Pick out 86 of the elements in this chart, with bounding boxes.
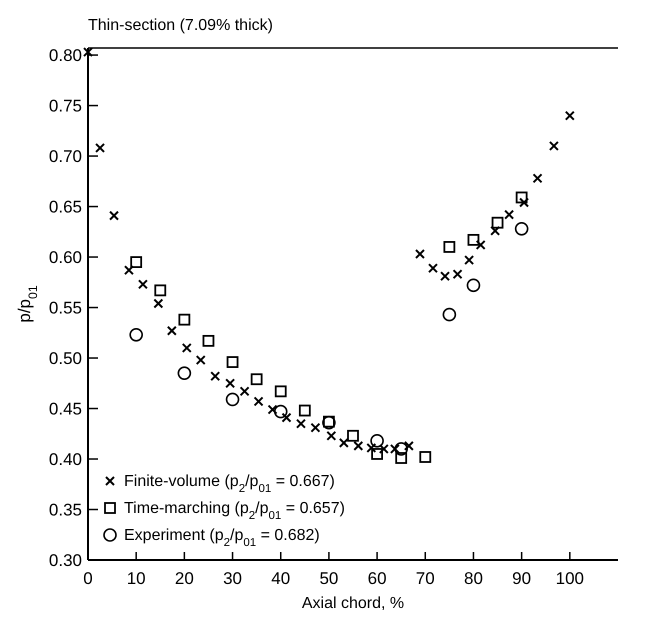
y-tick-label: 0.70 — [48, 147, 82, 166]
point — [442, 308, 456, 322]
point — [310, 422, 320, 433]
y-tick-label: 0.55 — [48, 298, 82, 318]
point — [452, 269, 463, 280]
point — [419, 451, 432, 463]
y-tick-label: 0.80 — [48, 46, 82, 66]
point — [326, 430, 336, 441]
x-tick-label: 0 — [83, 569, 93, 588]
x-tick-label: 100 — [556, 569, 584, 588]
point — [490, 226, 500, 236]
x-tick-label: 60 — [368, 569, 387, 588]
point — [338, 438, 349, 448]
point — [466, 278, 480, 292]
y-tick-label: 0.40 — [48, 450, 82, 470]
point — [109, 210, 120, 221]
point — [414, 249, 425, 260]
point — [274, 385, 287, 398]
point — [282, 412, 292, 423]
point — [353, 440, 364, 451]
point — [440, 271, 450, 282]
x-tick-label: 50 — [319, 569, 338, 588]
point — [130, 256, 142, 268]
x-tick-label: 70 — [416, 569, 435, 588]
point — [370, 434, 384, 448]
x-axis-title: Axial chord, % — [302, 595, 404, 612]
x-tick-label: 40 — [271, 569, 290, 588]
point — [268, 404, 278, 415]
legend-label: Finite-volume (p$_{2}$/p$_{01}$ = 0.667) — [124, 473, 335, 495]
point — [464, 255, 474, 266]
point — [166, 326, 177, 336]
point — [153, 298, 164, 308]
point — [196, 355, 206, 366]
x-tick-label: 90 — [512, 569, 532, 588]
point — [519, 198, 530, 208]
point — [514, 222, 528, 236]
point — [296, 418, 306, 429]
point — [178, 314, 190, 326]
point — [240, 386, 250, 396]
point — [83, 47, 93, 58]
point — [516, 192, 528, 204]
point — [182, 342, 192, 353]
y-tick-label: 0.45 — [48, 400, 82, 419]
point — [95, 142, 106, 153]
point — [210, 371, 220, 382]
point — [404, 440, 414, 451]
point — [226, 392, 240, 406]
point — [254, 396, 264, 406]
point — [178, 366, 192, 380]
y-tick-label: 0.65 — [48, 198, 82, 217]
point — [443, 241, 456, 253]
point — [564, 110, 575, 121]
y-tick-label: 0.50 — [48, 349, 82, 368]
point — [202, 334, 214, 347]
point — [298, 404, 311, 416]
y-tick-label: 0.35 — [48, 500, 82, 520]
y-tick-label: 0.75 — [48, 96, 82, 116]
y-tick-label: 0.60 — [48, 248, 82, 268]
point — [394, 442, 408, 456]
point — [371, 448, 383, 460]
legend-label: Experiment (p$_{2}$/p$_{01}$ = 0.682) — [124, 527, 320, 549]
point — [492, 216, 504, 229]
point — [124, 265, 134, 276]
point — [274, 404, 288, 418]
x-tick-label: 10 — [126, 569, 146, 588]
point — [154, 284, 166, 296]
x-tick-label: 30 — [223, 569, 242, 588]
chart-title: Thin-section (7.09% thick) — [88, 17, 273, 34]
point — [347, 430, 359, 442]
point — [395, 452, 408, 464]
point — [138, 279, 148, 290]
x-tick-label: 20 — [174, 569, 194, 588]
point — [250, 373, 263, 386]
point — [428, 263, 438, 274]
point — [225, 378, 236, 388]
x-tick-label: 80 — [464, 569, 483, 588]
point — [504, 210, 514, 220]
y-tick-label: 0.30 — [48, 551, 82, 570]
point — [548, 140, 559, 151]
legend-label: Time-marching (p$_{2}$/p$_{01}$ = 0.657) — [124, 500, 345, 522]
point — [468, 234, 480, 246]
point — [129, 328, 143, 342]
point — [366, 442, 376, 453]
point — [476, 240, 486, 250]
point — [532, 173, 543, 184]
point — [226, 356, 238, 368]
